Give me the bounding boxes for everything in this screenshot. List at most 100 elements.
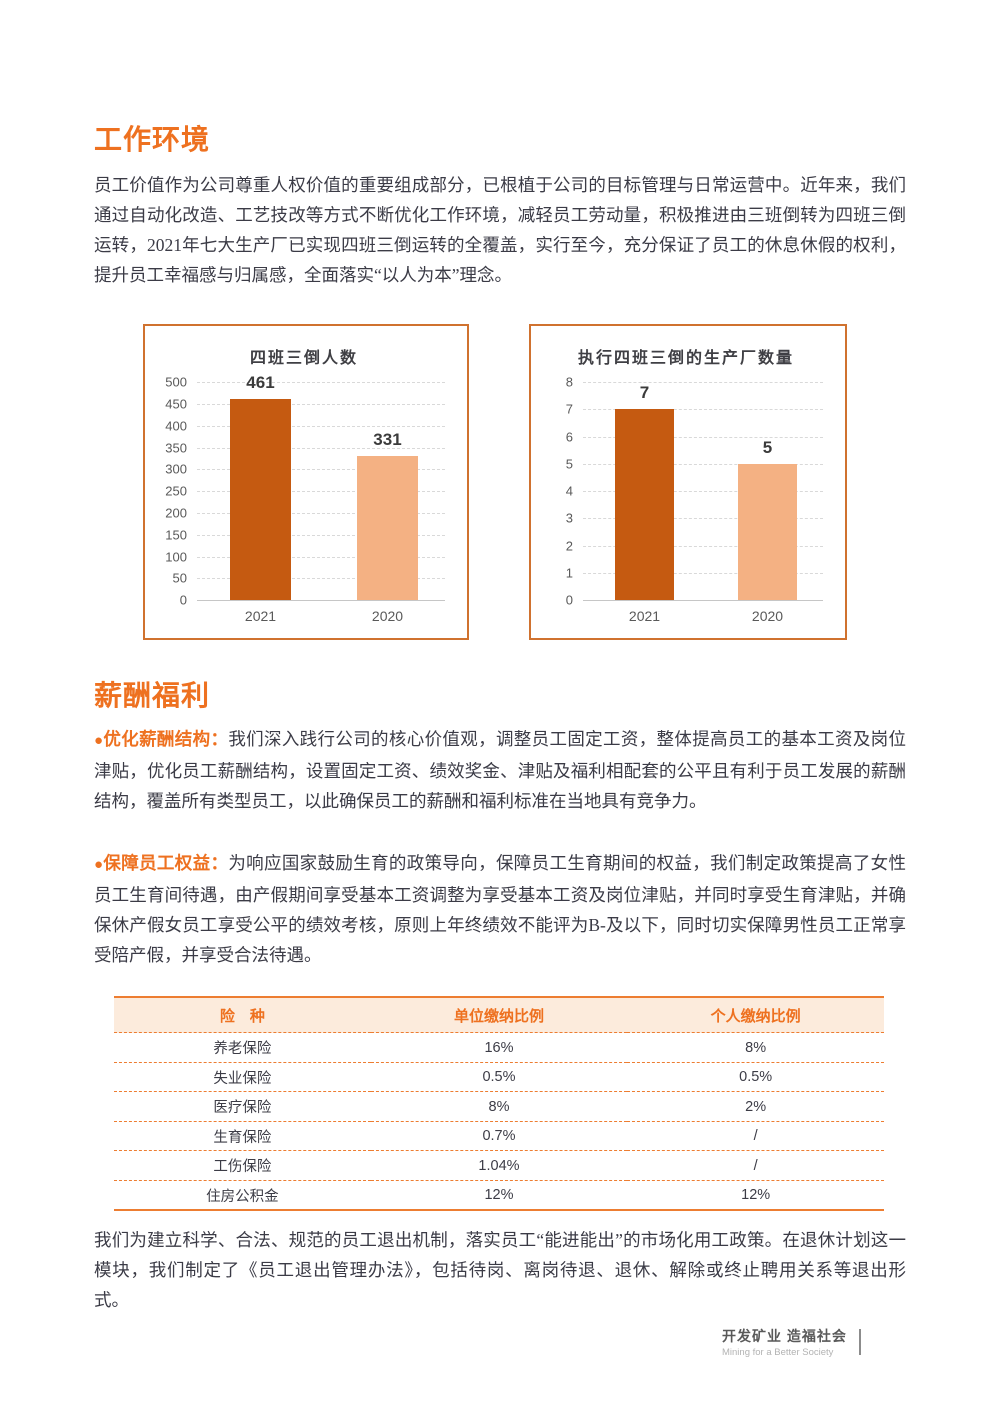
y-axis-tick-label: 7 bbox=[565, 401, 573, 417]
y-axis-tick-label: 0 bbox=[565, 592, 573, 608]
work-environment-paragraph: 员工价值作为公司尊重人权价值的重要组成部分，已根植于公司的目标管理与日常运营中。… bbox=[94, 175, 906, 286]
insurance-table-header: 单位缴纳比例 bbox=[370, 997, 628, 1034]
y-axis-tick-label: 250 bbox=[165, 483, 187, 499]
bullet-text: 我们深入践行公司的核心价值观，调整员工固定工资，整体提高员工的基本工资及岗位津贴… bbox=[94, 729, 907, 812]
contribution-rate-cell: 12% bbox=[370, 1179, 628, 1211]
y-axis-tick-label: 4 bbox=[565, 483, 573, 499]
chart-body: 500 450 400 350 300 250 200 150 100 50 0 461 331 20… bbox=[157, 373, 451, 630]
insurance-type-cell: 工伤保险 bbox=[114, 1150, 371, 1181]
gridline bbox=[197, 534, 445, 536]
bullet-lead: 保障员工权益： bbox=[103, 853, 229, 874]
x-axis-tick-label: 2021 bbox=[244, 608, 277, 625]
x-axis: 2021 2020 bbox=[197, 600, 451, 630]
contribution-rate-cell: 2% bbox=[627, 1091, 884, 1122]
bullet-protect-employee-rights: ●保障员工权益：为响应国家鼓励生育的政策导向，保障员工生育期间的权益，我们制定政… bbox=[94, 848, 906, 970]
y-axis-tick-label: 350 bbox=[165, 440, 187, 456]
section-title-work-environment: 工作环境 bbox=[94, 124, 211, 155]
insurance-type-cell: 住房公积金 bbox=[114, 1179, 371, 1211]
bar-value-label: 5 bbox=[762, 437, 773, 457]
contribution-rate-cell: 8% bbox=[745, 1039, 767, 1056]
x-axis-line bbox=[583, 600, 823, 602]
contribution-rate-cell: 12% bbox=[627, 1179, 884, 1211]
bar-2020 bbox=[357, 455, 418, 601]
section-title-compensation: 薪酬福利 bbox=[94, 680, 211, 712]
gridline bbox=[583, 463, 823, 465]
contribution-rate-cell: 16% bbox=[484, 1039, 514, 1056]
footer-slogan: 开发矿业 造福社会 Mining for a Better Society bbox=[722, 1326, 847, 1358]
page-footer: 开发矿业 造福社会 Mining for a Better Society bbox=[722, 1326, 861, 1358]
page-content: 工作环境 员工价值作为公司尊重人权价值的重要组成部分，已根植于公司的目标管理与日… bbox=[94, 124, 907, 1311]
bar-group-2021: 7 bbox=[614, 383, 674, 601]
gridline bbox=[197, 491, 445, 493]
y-axis-tick-label: 100 bbox=[165, 549, 187, 565]
insurance-table-header: 个人缴纳比例 bbox=[627, 997, 884, 1034]
insurance-type-cell: 失业保险 bbox=[114, 1061, 371, 1092]
table-row: 工伤保险 1.04% / bbox=[114, 1150, 884, 1181]
y-axis-tick-label: 3 bbox=[565, 510, 573, 526]
bar-2021 bbox=[230, 399, 291, 601]
gridline bbox=[583, 382, 823, 384]
x-axis-tick-label: 2020 bbox=[751, 608, 784, 625]
insurance-table-header: 险 种 bbox=[114, 997, 371, 1034]
footer-divider-line bbox=[858, 1329, 861, 1355]
bar-group-2020: 331 bbox=[357, 430, 418, 601]
contribution-rate-cell: 0.7% bbox=[370, 1120, 628, 1151]
y-axis-tick-label: 5 bbox=[565, 456, 573, 472]
insurance-type-cell: 医疗保险 bbox=[114, 1091, 371, 1122]
insurance-type-cell: 养老保险 bbox=[213, 1041, 272, 1058]
chart-four-shift-headcount: 四班三倒人数 500 450 400 350 300 250 200 150 100 50 0 46… bbox=[143, 324, 469, 641]
y-axis-tick-label: 400 bbox=[165, 418, 187, 434]
bar-group-2020: 5 bbox=[737, 438, 797, 601]
bar-2020 bbox=[737, 463, 797, 601]
footer-slogan-en: Mining for a Better Society bbox=[722, 1347, 834, 1358]
contribution-rate-cell: 1.04% bbox=[370, 1150, 628, 1181]
table-row: 生育保险 0.7% / bbox=[114, 1120, 884, 1151]
contribution-rate-cell: / bbox=[627, 1120, 884, 1151]
x-axis-tick-label: 2021 bbox=[628, 608, 661, 625]
charts-row: 四班三倒人数 500 450 400 350 300 250 200 150 100 50 0 46… bbox=[143, 324, 906, 641]
y-axis-tick-label: 1 bbox=[565, 565, 573, 581]
gridline bbox=[197, 578, 445, 580]
y-axis-tick-label: 8 bbox=[565, 374, 573, 390]
exit-mechanism-paragraph: 我们为建立科学、合法、规范的员工退出机制，落实员工“能进能出”的市场化用工政策。… bbox=[94, 1230, 906, 1311]
x-axis-line bbox=[197, 600, 445, 602]
y-axis-tick-label: 2 bbox=[565, 538, 573, 554]
y-axis-tick-label: 500 bbox=[165, 374, 187, 390]
y-axis-tick-label: 300 bbox=[165, 461, 187, 477]
gridline bbox=[583, 491, 823, 493]
x-axis-tick-label: 2020 bbox=[371, 608, 404, 625]
bar-value-label: 461 bbox=[246, 373, 275, 393]
table-row: 养老保险 16% 8% bbox=[114, 1033, 884, 1063]
chart-title: 执行四班三倒的生产厂数量 bbox=[577, 350, 794, 368]
gridline bbox=[197, 425, 445, 427]
y-axis: 8 7 6 5 4 3 2 1 0 bbox=[543, 375, 583, 608]
gridline bbox=[197, 556, 445, 558]
bullet-icon: ● bbox=[94, 733, 104, 750]
bar-group-2021: 461 bbox=[230, 373, 291, 601]
y-axis-tick-label: 150 bbox=[165, 527, 187, 543]
bullet-icon: ● bbox=[94, 857, 104, 874]
y-axis-tick-label: 0 bbox=[179, 592, 187, 608]
gridline bbox=[583, 545, 823, 547]
contribution-rate-cell: 0.5% bbox=[370, 1061, 628, 1092]
y-axis-tick-label: 6 bbox=[565, 429, 573, 445]
gridline bbox=[197, 447, 445, 449]
gridline bbox=[197, 382, 445, 384]
gridline bbox=[197, 403, 445, 405]
gridline bbox=[583, 572, 823, 574]
gridline bbox=[583, 436, 823, 438]
bar-2021 bbox=[614, 409, 674, 601]
y-axis-tick-label: 50 bbox=[172, 570, 187, 586]
bullet-text: 为响应国家鼓励生育的政策导向，保障员工生育期间的权益，我们制定政策提高了女性员工… bbox=[94, 853, 907, 966]
gridline bbox=[197, 512, 445, 514]
contribution-rate-cell: 8% bbox=[370, 1091, 628, 1122]
contribution-rate-cell: 0.5% bbox=[627, 1061, 884, 1092]
insurance-rates-table: 险 种单位缴纳比例 个人缴纳比例 养老保险 16% 8% 失业保险 0.5% 0.5% 医疗保… bbox=[114, 996, 884, 1212]
y-axis-tick-label: 200 bbox=[165, 505, 187, 521]
gridline bbox=[583, 409, 823, 411]
bullet-lead: 优化薪酬结构： bbox=[103, 729, 229, 750]
